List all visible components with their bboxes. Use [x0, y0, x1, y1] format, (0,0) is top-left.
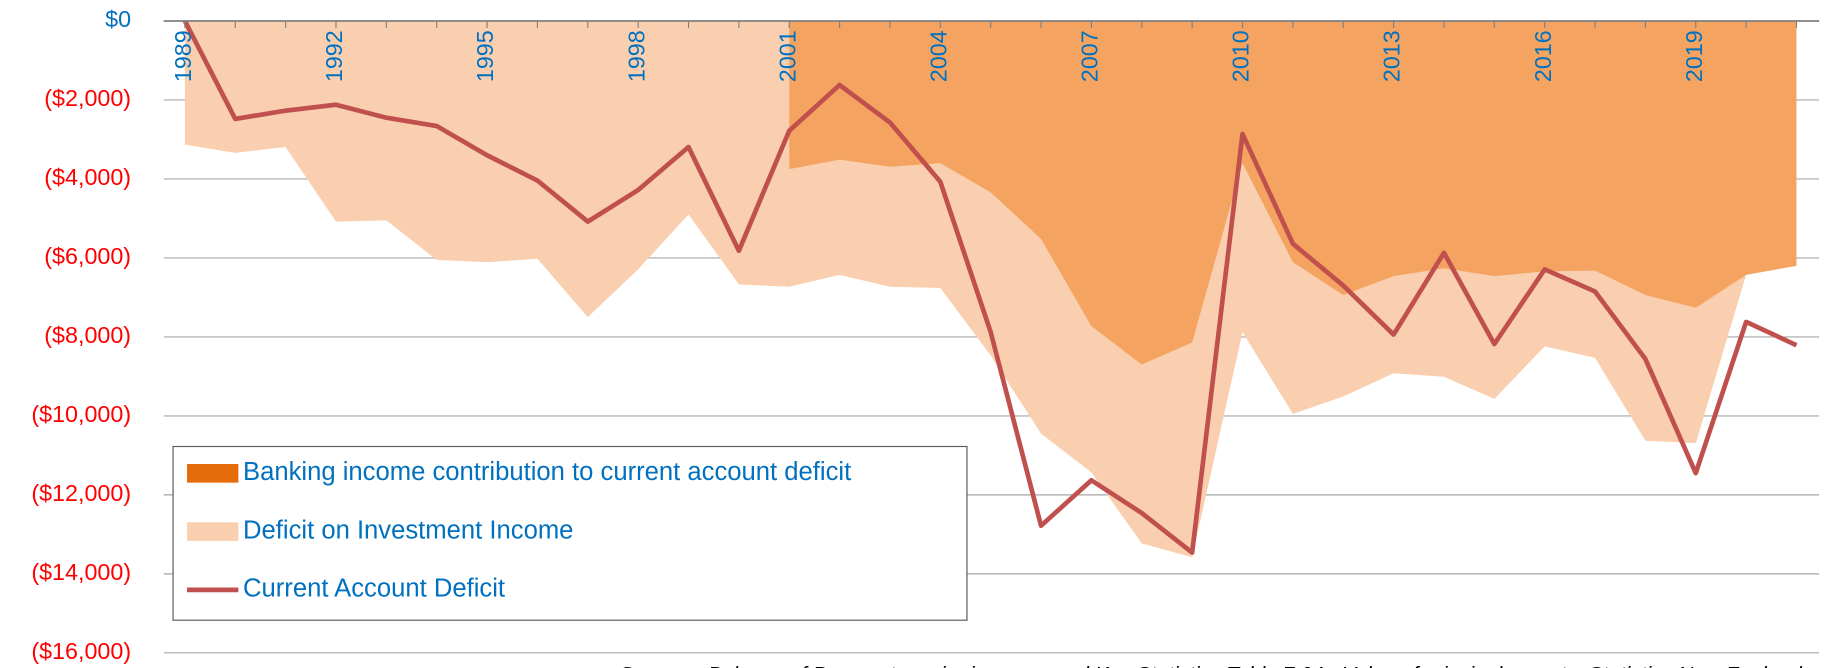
legend-label: Banking income contribution to current a…	[243, 458, 851, 486]
x-tick-label: 2010	[1228, 30, 1254, 82]
y-tick-label: ($4,000)	[44, 164, 131, 190]
x-tick-label: 2013	[1379, 30, 1405, 82]
x-tick-label: 1998	[623, 30, 649, 82]
legend-label: Current Account Deficit	[243, 575, 505, 603]
legend-box	[172, 445, 968, 621]
y-tick-label: ($2,000)	[44, 85, 131, 111]
y-tick-label: ($8,000)	[44, 322, 131, 348]
legend-label: Deficit on Investment Income	[243, 516, 573, 544]
x-tick-label: 2001	[774, 30, 800, 82]
y-tick-label: $0	[105, 6, 131, 32]
x-tick-label: 1989	[170, 30, 196, 82]
source-note: Sources: Balance of Payments major incom…	[619, 664, 1803, 668]
y-tick-label: ($12,000)	[31, 480, 131, 506]
x-tick-label: 2004	[925, 30, 951, 82]
y-tick-label: ($14,000)	[31, 559, 131, 585]
x-tick-label: 1995	[472, 30, 498, 82]
legend-swatch	[187, 522, 239, 541]
x-tick-label: 2007	[1077, 30, 1103, 82]
x-tick-label: 1992	[321, 30, 347, 82]
x-tick-label: 2019	[1681, 30, 1707, 82]
y-tick-label: ($10,000)	[31, 401, 131, 427]
y-tick-label: ($6,000)	[44, 243, 131, 269]
x-tick-label: 2016	[1530, 30, 1556, 82]
line	[182, 19, 1798, 555]
y-tick-label: ($16,000)	[31, 638, 131, 664]
area	[789, 20, 1797, 365]
legend-swatch	[187, 463, 239, 483]
legend: Banking income contribution to current a…	[172, 445, 968, 621]
